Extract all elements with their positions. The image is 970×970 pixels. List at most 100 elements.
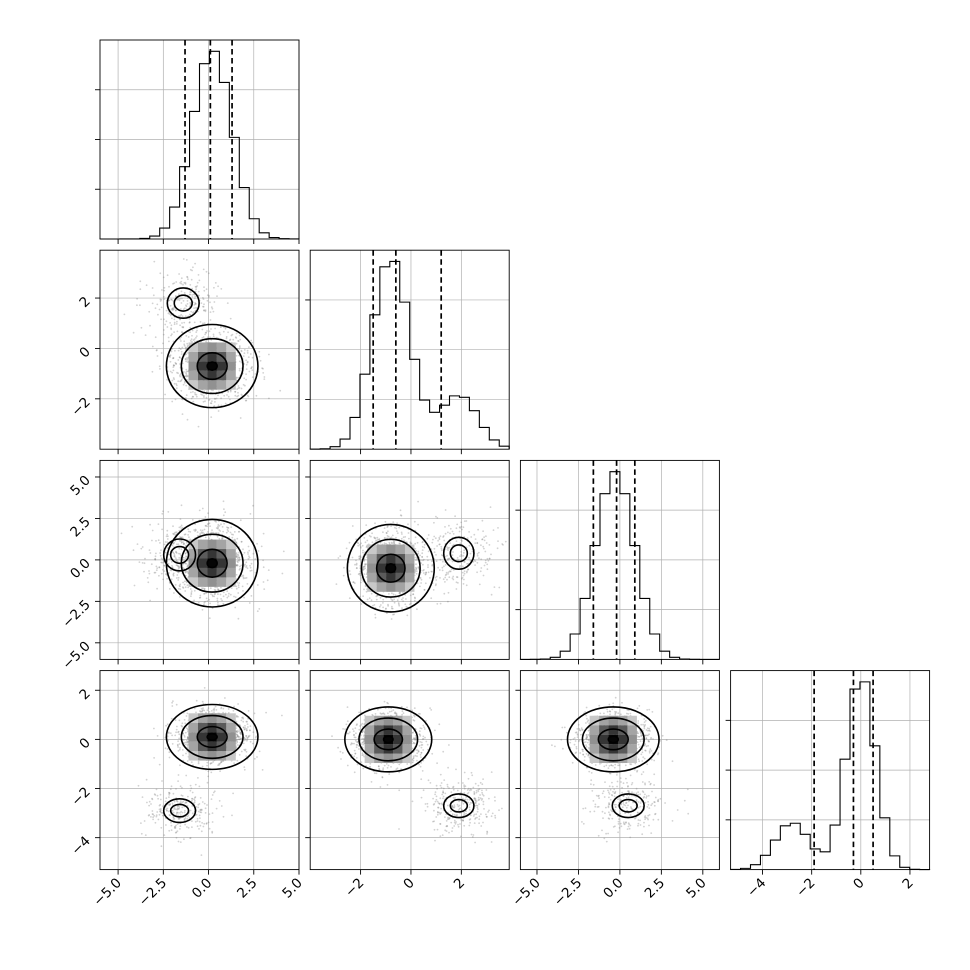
sample-point: [163, 543, 166, 546]
sample-point: [365, 590, 368, 593]
sample-point: [175, 531, 178, 534]
sample-point: [217, 532, 220, 535]
sample-point: [227, 530, 230, 533]
sample-point: [209, 336, 211, 339]
sample-point: [463, 578, 465, 581]
sample-point: [198, 597, 201, 599]
sample-point: [374, 616, 377, 619]
sample-point: [184, 809, 186, 812]
sample-point: [173, 541, 175, 544]
sample-point: [168, 340, 170, 343]
x-tick-label: 2.5: [234, 875, 261, 902]
sample-point: [373, 537, 376, 540]
contour-level: [196, 352, 228, 381]
sample-point: [235, 542, 238, 545]
sample-point: [175, 363, 178, 365]
sample-point: [247, 545, 250, 548]
sample-point: [441, 569, 444, 572]
sample-point: [209, 319, 212, 321]
y-tick-label: 5.0: [67, 472, 94, 499]
sample-point: [227, 395, 230, 398]
sample-point: [355, 563, 358, 566]
sample-point: [195, 813, 198, 816]
sample-point: [419, 559, 422, 562]
x-tick-label: 0.0: [189, 875, 216, 902]
sample-point: [192, 311, 195, 313]
sample-point: [461, 576, 464, 579]
sample-point: [433, 535, 436, 538]
sample-point: [455, 527, 458, 530]
sample-point: [191, 312, 194, 314]
sample-point: [193, 338, 196, 340]
sample-point: [180, 542, 183, 544]
sample-point: [170, 298, 173, 301]
sample-point: [191, 791, 194, 794]
sample-point: [375, 598, 378, 601]
sample-point: [446, 554, 448, 557]
sample-point: [191, 334, 193, 337]
sample-point: [220, 325, 222, 328]
sample-point: [247, 356, 250, 358]
sample-point: [396, 532, 399, 535]
sample-point: [168, 285, 170, 288]
sample-point: [189, 339, 192, 342]
sample-point: [238, 557, 241, 559]
sample-point: [467, 568, 469, 571]
sample-point: [166, 326, 169, 328]
sample-point: [215, 709, 218, 711]
sample-point: [169, 569, 172, 571]
sample-point: [244, 577, 247, 579]
sample-point: [177, 349, 180, 352]
sample-point: [171, 734, 174, 737]
sample-point: [201, 608, 204, 611]
sample-point: [212, 333, 215, 336]
sample-point: [197, 803, 200, 806]
sample-point: [193, 798, 195, 801]
contour-secondary: [442, 536, 475, 570]
sample-point: [225, 336, 228, 338]
sample-point: [206, 336, 209, 339]
sample-point: [490, 593, 493, 596]
sample-point: [200, 707, 203, 710]
sample-point: [456, 523, 459, 526]
sample-point: [184, 533, 187, 536]
sample-point: [401, 607, 403, 609]
sample-point: [488, 544, 491, 546]
sample-point: [455, 576, 458, 578]
sample-point: [237, 584, 240, 587]
sample-point: [421, 545, 424, 548]
sample-point: [169, 322, 172, 324]
sample-point: [203, 286, 205, 288]
sample-point: [385, 542, 387, 545]
sample-point: [201, 587, 203, 589]
sample-point: [258, 355, 261, 358]
sample-point: [363, 558, 366, 561]
sample-point: [180, 504, 183, 507]
sample-point: [237, 586, 240, 589]
sample-point: [376, 538, 379, 541]
sample-point: [195, 529, 197, 532]
sample-point: [238, 346, 241, 349]
sample-point: [461, 540, 463, 542]
sample-point: [210, 798, 213, 800]
sample-point: [196, 281, 199, 284]
sample-point: [187, 534, 190, 536]
sample-point: [180, 539, 183, 542]
sample-point: [175, 387, 178, 390]
sample-point: [230, 526, 233, 529]
sample-point: [371, 541, 374, 544]
sample-point: [149, 599, 152, 602]
sample-point: [447, 549, 449, 551]
sample-point: [188, 293, 191, 296]
histogram-step: [730, 681, 931, 871]
sample-point: [151, 370, 154, 373]
sample-point: [183, 344, 186, 347]
sample-point: [185, 715, 188, 717]
sample-point: [460, 553, 463, 556]
histogram-panel-2: [515, 459, 720, 665]
sample-point: [226, 302, 229, 304]
sample-point: [173, 555, 176, 558]
sample-point: [186, 570, 188, 573]
sample-point: [480, 567, 483, 569]
sample-point: [184, 358, 187, 361]
